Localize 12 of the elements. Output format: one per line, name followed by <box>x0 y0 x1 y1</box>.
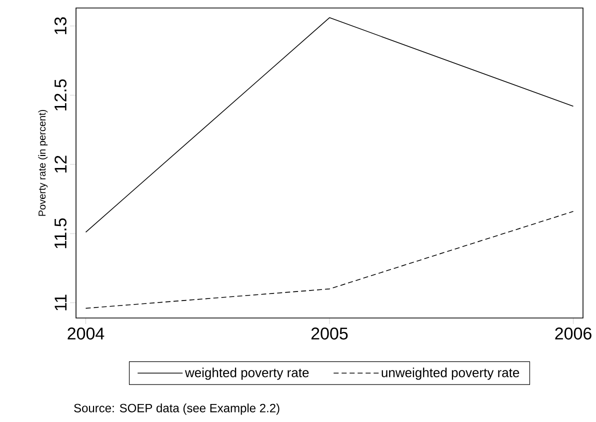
y-tick-label: 12.5 <box>54 79 66 110</box>
y-tick-label: 11 <box>54 294 66 310</box>
legend-label: weighted poverty rate <box>184 368 309 380</box>
x-tick-label: 2006 <box>555 328 592 340</box>
legend-label: unweighted poverty rate <box>382 368 520 380</box>
source-note: Source: SOEP data (see Example 2.2) <box>74 404 280 415</box>
y-axis-title: Poverty rate (in percent) <box>38 110 48 216</box>
y-tick-label: 12 <box>54 156 66 173</box>
y-tick-label: 11.5 <box>54 218 66 248</box>
x-tick-label: 2004 <box>68 328 104 340</box>
y-tick-label: 13 <box>54 17 66 34</box>
x-tick-label: 2005 <box>311 328 348 340</box>
